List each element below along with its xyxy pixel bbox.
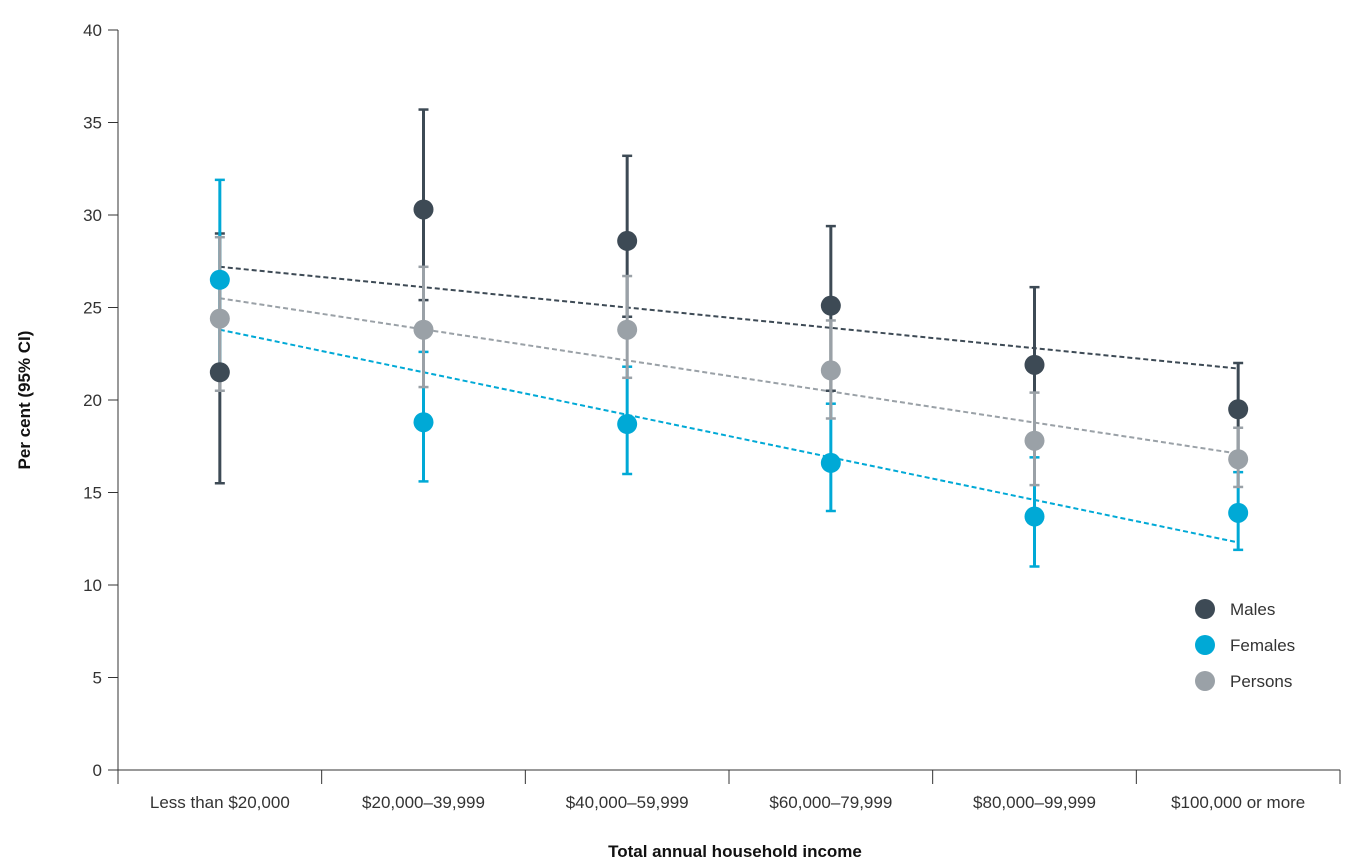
x-tick-label: $80,000–99,999	[973, 793, 1096, 812]
data-point	[1228, 502, 1249, 523]
data-point	[1024, 354, 1045, 375]
trend-lines	[219, 265, 1239, 544]
data-point	[413, 319, 434, 340]
data-point	[413, 412, 434, 433]
x-tick-label: $40,000–59,999	[566, 793, 689, 812]
data-point	[209, 308, 230, 329]
y-tick-label: 0	[93, 761, 102, 780]
trend-line	[219, 297, 1239, 455]
data-point	[1228, 399, 1249, 420]
data-point	[820, 360, 841, 381]
x-tick-label: $20,000–39,999	[362, 793, 485, 812]
data-point	[209, 362, 230, 383]
data-point	[617, 414, 638, 435]
x-tick-label: $100,000 or more	[1171, 793, 1305, 812]
data-point	[617, 319, 638, 340]
y-tick-label: 35	[83, 114, 102, 133]
data-point	[209, 269, 230, 290]
trend-line	[219, 265, 1239, 370]
x-tick-label: $60,000–79,999	[769, 793, 892, 812]
y-tick-label: 15	[83, 484, 102, 503]
y-tick-label: 25	[83, 299, 102, 318]
trend-line	[219, 328, 1239, 544]
data-point	[820, 295, 841, 316]
legend-label: Persons	[1230, 672, 1292, 691]
y-tick-label: 5	[93, 669, 102, 688]
data-point	[820, 452, 841, 473]
data-points	[209, 199, 1249, 527]
x-axis-title: Total annual household income	[608, 842, 862, 860]
legend-label: Females	[1230, 636, 1295, 655]
legend-marker	[1195, 635, 1215, 655]
y-axis-title: Per cent (95% CI)	[15, 331, 34, 470]
legend-marker	[1195, 671, 1215, 691]
legend-marker	[1195, 599, 1215, 619]
y-tick-label: 30	[83, 206, 102, 225]
axes: 0 5 10 15 20 25 30 35 40 Less than $20,000 $20,000…	[83, 21, 1341, 812]
y-tick-label: 20	[83, 391, 102, 410]
legend: Males Females Persons	[1195, 599, 1295, 691]
y-tick-label: 10	[83, 576, 102, 595]
data-point	[1024, 430, 1045, 451]
data-point	[1228, 449, 1249, 470]
data-point	[617, 230, 638, 251]
error-bars	[214, 108, 1244, 568]
data-point	[413, 199, 434, 220]
x-tick-label: Less than $20,000	[150, 793, 290, 812]
y-tick-label: 40	[83, 21, 102, 40]
legend-label: Males	[1230, 600, 1275, 619]
data-point	[1024, 506, 1045, 527]
